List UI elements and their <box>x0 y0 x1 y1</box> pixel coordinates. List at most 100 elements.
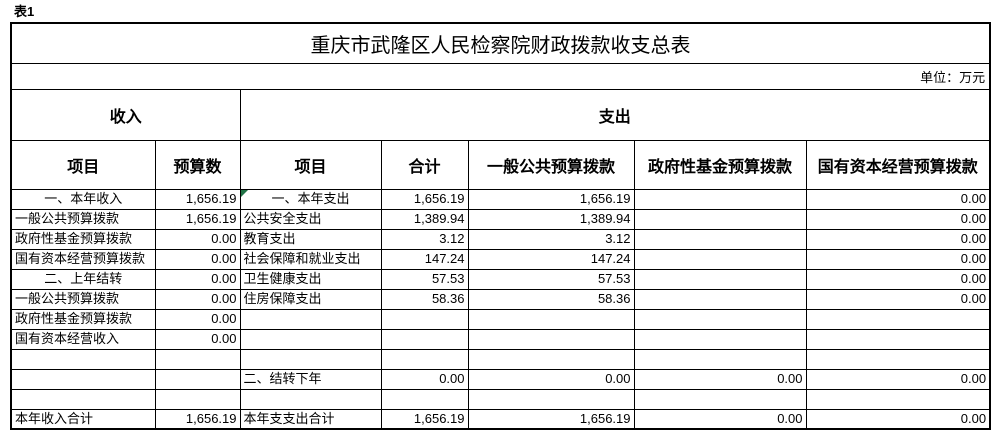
table-row: 一、本年收入 1,656.19 一、本年支出 1,656.19 1,656.19… <box>10 188 991 210</box>
expense-total-cell: 58.36 <box>380 288 469 310</box>
expense-statecapital-cell: 0.00 <box>805 288 991 310</box>
expense-statecapital-cell: 0.00 <box>805 208 991 230</box>
expense-statecapital-cell: 0.00 <box>805 248 991 270</box>
expense-item-cell: 社会保障和就业支出 <box>239 248 382 270</box>
expense-statecapital-cell <box>805 308 991 330</box>
expense-statecapital-cell <box>805 348 991 370</box>
expense-total-cell: 1,656.19 <box>380 408 469 430</box>
expense-statecapital-cell <box>805 328 991 350</box>
table-label: 表1 <box>14 4 35 19</box>
expense-item-cell <box>239 388 382 410</box>
income-item-cell: 一般公共预算拨款 <box>10 208 156 230</box>
income-amount-cell: 0.00 <box>154 288 241 310</box>
expense-statecapital-cell <box>805 388 991 410</box>
expense-general-cell: 3.12 <box>467 228 635 250</box>
expense-general-cell: 1,656.19 <box>467 188 635 210</box>
table-row: 二、上年结转 0.00 卫生健康支出 57.53 57.53 0.00 <box>10 268 991 290</box>
expense-govfund-cell: 0.00 <box>633 368 807 390</box>
expense-govfund-cell <box>633 248 807 270</box>
income-amount-cell <box>154 348 241 370</box>
table-row-totals: 本年收入合计 1,656.19 本年支支出合计 1,656.19 1,656.1… <box>10 408 991 430</box>
table-row: 政府性基金预算拨款 0.00 教育支出 3.12 3.12 0.00 <box>10 228 991 250</box>
table-row: 国有资本经营预算拨款 0.00 社会保障和就业支出 147.24 147.24 … <box>10 248 991 270</box>
expense-statecapital-cell: 0.00 <box>805 228 991 250</box>
expense-govfund-cell <box>633 348 807 370</box>
expense-item-cell: 教育支出 <box>239 228 382 250</box>
income-total-label-cell: 本年收入合计 <box>10 408 156 430</box>
expense-total-cell: 0.00 <box>380 368 469 390</box>
income-amount-cell: 0.00 <box>154 268 241 290</box>
expense-item-cell: 二、结转下年 <box>239 368 382 390</box>
section-header-row: 收入 支出 <box>10 88 991 141</box>
expense-govfund-cell <box>633 188 807 210</box>
income-amount-cell: 0.00 <box>154 308 241 330</box>
expense-general-cell <box>467 348 635 370</box>
expense-govfund-cell <box>633 328 807 350</box>
expense-general-cell: 1,389.94 <box>467 208 635 230</box>
income-amount-cell: 0.00 <box>154 328 241 350</box>
col-header-state-capital-budget: 国有资本经营预算拨款 <box>805 139 991 190</box>
col-header-income-item: 项目 <box>10 139 156 190</box>
expense-statecapital-cell: 0.00 <box>805 408 991 430</box>
expense-general-cell: 1,656.19 <box>467 408 635 430</box>
expense-item-cell: 一、本年支出 <box>239 188 382 210</box>
unit-note: 单位：万元 <box>10 62 991 90</box>
section-header-income: 收入 <box>10 88 241 141</box>
income-item-cell <box>10 368 156 390</box>
income-item-cell: 一般公共预算拨款 <box>10 288 156 310</box>
col-header-gov-fund-budget: 政府性基金预算拨款 <box>633 139 807 190</box>
expense-total-label-cell: 本年支支出合计 <box>239 408 382 430</box>
expense-govfund-cell <box>633 388 807 410</box>
expense-item-cell <box>239 348 382 370</box>
expense-govfund-cell <box>633 288 807 310</box>
column-header-row: 项目 预算数 项目 合计 一般公共预算拨款 政府性基金预算拨款 国有资本经营预算… <box>10 139 991 190</box>
comment-indicator-icon <box>241 190 248 197</box>
expense-govfund-cell <box>633 228 807 250</box>
col-header-general-public-budget: 一般公共预算拨款 <box>467 139 635 190</box>
table-row: 一般公共预算拨款 0.00 住房保障支出 58.36 58.36 0.00 <box>10 288 991 310</box>
expense-general-cell: 0.00 <box>467 368 635 390</box>
expense-item-cell <box>239 308 382 330</box>
col-header-budget-amount: 预算数 <box>154 139 241 190</box>
expense-general-cell <box>467 328 635 350</box>
expense-statecapital-cell: 0.00 <box>805 188 991 210</box>
expense-total-cell: 1,389.94 <box>380 208 469 230</box>
expense-general-cell: 147.24 <box>467 248 635 270</box>
col-header-expense-item: 项目 <box>239 139 382 190</box>
expense-total-cell <box>380 348 469 370</box>
income-item-cell: 二、上年结转 <box>10 268 156 290</box>
expense-general-cell <box>467 308 635 330</box>
table-row: 二、结转下年 0.00 0.00 0.00 0.00 <box>10 368 991 390</box>
expense-general-cell <box>467 388 635 410</box>
expense-govfund-cell <box>633 268 807 290</box>
income-total-amount-cell: 1,656.19 <box>154 408 241 430</box>
income-amount-cell <box>154 368 241 390</box>
income-item-cell: 国有资本经营收入 <box>10 328 156 350</box>
table-row: 政府性基金预算拨款 0.00 <box>10 308 991 330</box>
expense-total-cell: 3.12 <box>380 228 469 250</box>
income-item-cell <box>10 388 156 410</box>
expense-item-cell: 住房保障支出 <box>239 288 382 310</box>
expense-total-cell <box>380 328 469 350</box>
unit-row: 单位：万元 <box>10 62 991 90</box>
expense-total-cell: 1,656.19 <box>380 188 469 210</box>
expense-item-cell: 卫生健康支出 <box>239 268 382 290</box>
expense-general-cell: 58.36 <box>467 288 635 310</box>
income-amount-cell: 0.00 <box>154 228 241 250</box>
expense-govfund-cell <box>633 208 807 230</box>
income-item-cell: 一、本年收入 <box>10 188 156 210</box>
expense-statecapital-cell: 0.00 <box>805 368 991 390</box>
income-item-cell: 政府性基金预算拨款 <box>10 308 156 330</box>
income-amount-cell: 1,656.19 <box>154 208 241 230</box>
expense-total-cell: 57.53 <box>380 268 469 290</box>
expense-total-cell <box>380 308 469 330</box>
expense-item-cell <box>239 328 382 350</box>
income-item-cell: 政府性基金预算拨款 <box>10 228 156 250</box>
table-row: 国有资本经营收入 0.00 <box>10 328 991 350</box>
expense-govfund-cell <box>633 308 807 330</box>
section-header-expenditure: 支出 <box>239 88 991 141</box>
expense-total-cell: 147.24 <box>380 248 469 270</box>
expense-item-label: 一、本年支出 <box>271 191 350 206</box>
table-row <box>10 348 991 370</box>
income-amount-cell: 0.00 <box>154 248 241 270</box>
